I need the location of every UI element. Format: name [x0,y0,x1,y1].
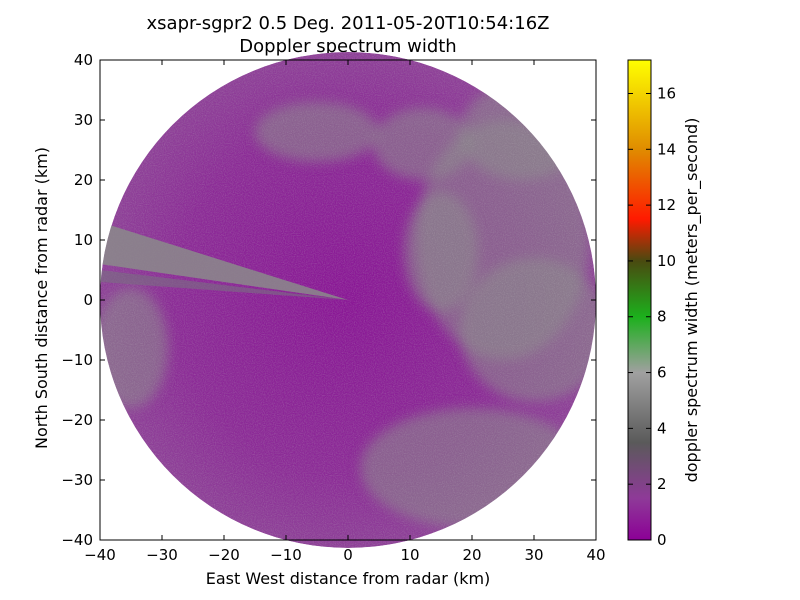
colorbar-tick-label: 8 [657,308,667,326]
x-tick-label: 10 [400,546,419,564]
colorbar-tick-label: 6 [657,364,667,382]
y-tick-label: −40 [61,531,93,549]
y-tick-label: −30 [61,471,93,489]
colorbar-tick-label: 16 [657,84,676,102]
y-tick-label: 30 [74,111,93,129]
x-tick-label: −40 [84,546,116,564]
x-axis-label: East West distance from radar (km) [206,569,491,588]
y-tick-label: 10 [74,231,93,249]
y-tick-label: 0 [83,291,93,309]
x-axis-ticks: −40 −30 −20 −10 0 10 20 30 40 [84,60,606,564]
x-tick-label: 0 [343,546,353,564]
colorbar-tick-label: 4 [657,419,667,437]
x-tick-label: −10 [270,546,302,564]
colorbar-tick-label: 0 [657,531,667,549]
colorbar-ticks: 0 2 4 6 8 10 12 14 16 [628,84,676,549]
colorbar: 0 2 4 6 8 10 12 14 16 doppler spectrum width (me… [627,59,702,549]
x-tick-label: −20 [208,546,240,564]
chart-subtitle: Doppler spectrum width [239,36,457,57]
radar-disc [100,52,596,548]
colorbar-tick-label: 12 [657,196,676,214]
colorbar-label: doppler spectrum width (meters_per_secon… [682,118,702,483]
x-tick-label: 20 [462,546,481,564]
beam-blockage-wedge [100,222,348,300]
y-axis-ticks: −40 −30 −20 −10 0 10 20 30 40 [61,51,596,549]
colorbar-tick-label: 10 [657,252,676,270]
y-tick-label: 20 [74,171,93,189]
y-axis-label: North South distance from radar (km) [32,147,51,449]
colorbar-bar [627,59,652,541]
x-tick-label: −30 [146,546,178,564]
x-tick-label: 40 [586,546,605,564]
colorbar-tick-label: 14 [657,140,676,158]
y-tick-label: −20 [61,411,93,429]
x-tick-label: 30 [524,546,543,564]
radar-texture [100,52,596,548]
chart-title: xsapr-sgpr2 0.5 Deg. 2011-05-20T10:54:16… [146,13,550,34]
colorbar-tick-label: 2 [657,475,667,493]
beam-blockage-wedge-secondary [100,270,348,300]
y-tick-label: −10 [61,351,93,369]
y-tick-label: 40 [74,51,93,69]
